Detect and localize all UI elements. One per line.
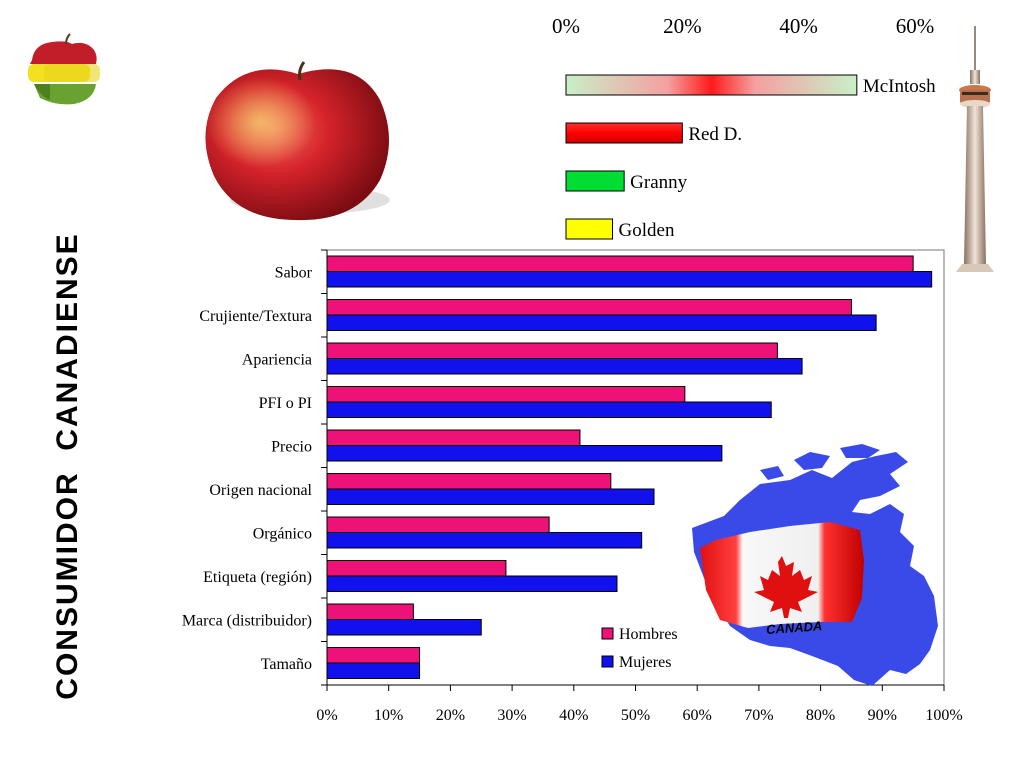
top-tick-label: 40%: [779, 14, 818, 38]
bar-hombres: [326, 473, 612, 490]
legend-swatch: [601, 627, 614, 640]
category-label: Etiqueta (región): [203, 569, 312, 586]
category-label: Sabor: [275, 265, 313, 282]
category-label: Marca (distribuidor): [182, 613, 312, 630]
bar-mujeres: [326, 619, 482, 636]
preferences-chart: 0% 10% 20% 30% 40% 50% 60% 70% 80% 90% 100% Sabor Cr…: [182, 249, 963, 724]
bar-mujeres: [326, 314, 877, 331]
variety-bar: [565, 170, 625, 192]
bar-hombres: [326, 429, 581, 446]
category-label: Tamaño: [261, 656, 312, 673]
variety-bar: [565, 122, 683, 144]
x-tick-label: 50%: [621, 707, 650, 724]
bar-hombres: [326, 516, 550, 533]
x-tick-label: 70%: [744, 707, 773, 724]
x-tick-label: 10%: [374, 707, 403, 724]
legend-label: Mujeres: [619, 654, 671, 671]
bar-mujeres: [326, 662, 421, 679]
category-label: PFI o PI: [259, 395, 312, 412]
bar-hombres: [326, 560, 507, 577]
bar-mujeres: [326, 532, 643, 549]
variety-label: Granny: [630, 172, 687, 193]
category-label: Orgánico: [253, 526, 312, 543]
x-tick-label: 100%: [925, 707, 962, 724]
x-tick-label: 60%: [683, 707, 712, 724]
bar-hombres: [326, 603, 414, 620]
split-apple-icon: [28, 33, 100, 105]
map-label: CANADA: [766, 618, 823, 637]
variety-bar: [565, 218, 614, 240]
bar-mujeres: [326, 575, 618, 592]
variety-label: Red D.: [688, 124, 742, 145]
top-tick-label: 60%: [896, 14, 935, 38]
variety-label: McIntosh: [863, 76, 936, 97]
x-tick-label: 0%: [316, 707, 337, 724]
bar-mujeres: [326, 488, 655, 505]
bar-hombres: [326, 299, 852, 316]
bar-hombres: [326, 342, 778, 359]
bar-mujeres: [326, 401, 772, 418]
bar-hombres: [326, 647, 421, 664]
bar-mujeres: [326, 271, 933, 288]
red-apple-image: [205, 61, 390, 221]
x-tick-label: 80%: [806, 707, 835, 724]
bar-hombres: [326, 386, 686, 403]
x-tick-label: 40%: [559, 707, 588, 724]
varieties-chart: 0% 20% 40% 60% McIntosh Red D. Granny Golden: [552, 14, 936, 241]
category-label: Apariencia: [242, 352, 312, 369]
legend-swatch: [601, 655, 614, 668]
x-tick-label: 20%: [436, 707, 465, 724]
variety-label: Golden: [619, 220, 675, 241]
top-tick-label: 20%: [663, 14, 702, 38]
x-tick-label: 30%: [497, 707, 526, 724]
bar-mujeres: [326, 445, 723, 462]
top-tick-label: 0%: [552, 14, 580, 38]
category-label: Precio: [271, 439, 312, 456]
variety-bar: [565, 74, 858, 96]
x-tick-label: 90%: [868, 707, 897, 724]
bar-hombres: [326, 255, 914, 272]
category-label: Origen nacional: [209, 482, 312, 499]
bar-mujeres: [326, 358, 803, 375]
category-label: Crujiente/Textura: [199, 308, 312, 325]
legend-label: Hombres: [619, 626, 678, 643]
cn-tower-image: [956, 26, 994, 272]
canada-map-flag-image: CANADA: [692, 444, 938, 686]
